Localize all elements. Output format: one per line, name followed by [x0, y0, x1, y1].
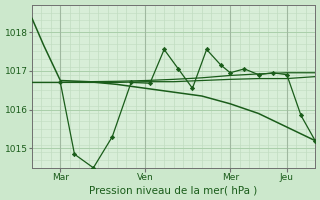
X-axis label: Pression niveau de la mer( hPa ): Pression niveau de la mer( hPa ): [90, 185, 258, 195]
